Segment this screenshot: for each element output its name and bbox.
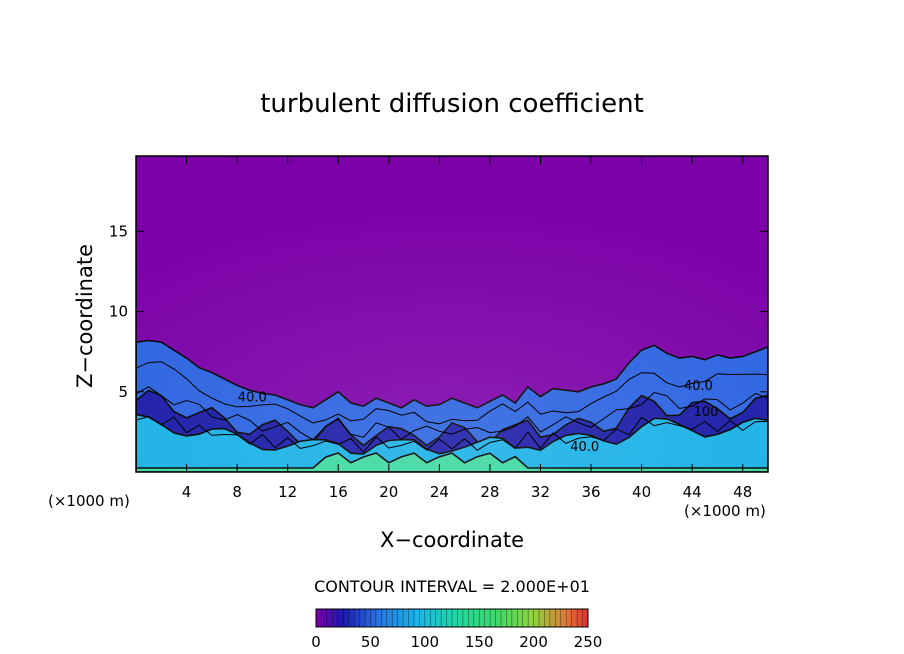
x-tick-label: 36	[581, 483, 600, 501]
x-tick-label: 40	[632, 483, 651, 501]
y-tick-label: 5	[118, 383, 128, 401]
contour-line	[136, 361, 768, 425]
contour-label: 100	[694, 405, 719, 420]
contour-interval-text: CONTOUR INTERVAL = 2.000E+01	[314, 577, 590, 596]
x-tick-label: 28	[480, 483, 499, 501]
x-tick-label: 20	[379, 483, 398, 501]
x-tick-label: 4	[182, 483, 192, 501]
y-tick-label: 10	[109, 303, 128, 321]
y-tick-label: 15	[109, 222, 128, 240]
y-axis-label: Z−coordinate	[73, 244, 97, 388]
contour-line	[136, 416, 768, 453]
contour-label: 40.0	[238, 390, 267, 405]
colorbar-tick-label: 150	[465, 633, 494, 651]
contour-line	[136, 386, 768, 441]
x-tick-label: 32	[531, 483, 550, 501]
x-tick-label: 12	[278, 483, 297, 501]
x-tick-label: 16	[329, 483, 348, 501]
x-tick-label: 48	[733, 483, 752, 501]
colorbar-tick-label: 0	[311, 633, 321, 651]
colorbar-tick-label: 100	[410, 633, 439, 651]
contour-label: 40.0	[684, 379, 713, 394]
plot-frame	[135, 155, 769, 473]
colorbar-tick-label: 250	[574, 633, 603, 651]
x-tick-label: 8	[232, 483, 242, 501]
colorbar: 0 50 100 150 200 250	[311, 608, 603, 651]
contour-label: 40.0	[570, 440, 599, 455]
colorbar-tick-label: 200	[519, 633, 548, 651]
x-unit-left: (×1000 m)	[48, 492, 130, 510]
chart-title: turbulent diffusion coefficient	[260, 89, 644, 119]
x-unit-right: (×1000 m)	[684, 502, 766, 520]
x-tick-label: 44	[683, 483, 702, 501]
x-axis-label: X−coordinate	[380, 528, 524, 552]
colorbar-tick-label: 50	[361, 633, 380, 651]
x-tick-label: 24	[430, 483, 449, 501]
